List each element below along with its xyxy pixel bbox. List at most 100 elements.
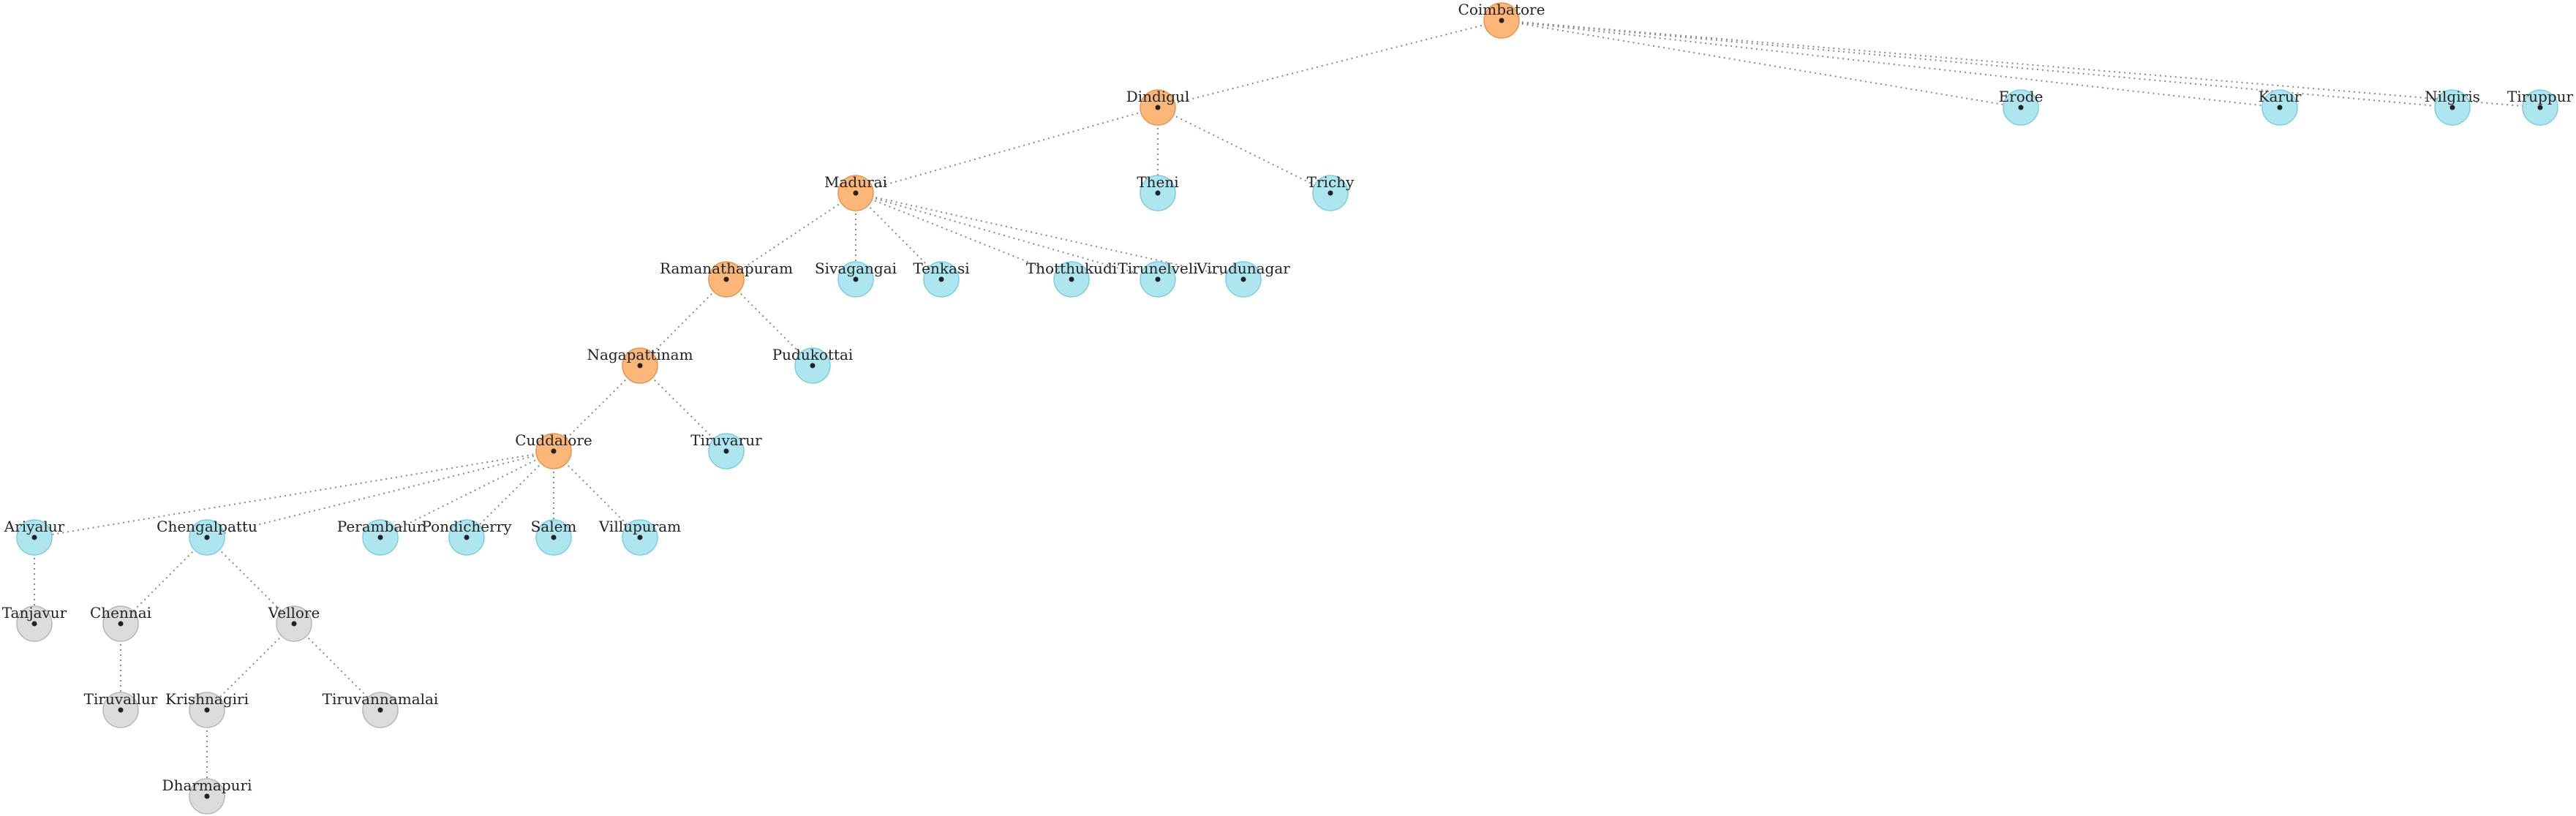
node-nilgiris: Nilgiris xyxy=(2425,88,2480,126)
edge-madurai-tirunelveli xyxy=(855,192,1159,280)
node-label-tiruvallur: Tiruvallur xyxy=(84,690,158,708)
node-tenkasi: Tenkasi xyxy=(913,260,970,298)
node-label-thotthukudi: Thotthukudi xyxy=(1026,260,1117,277)
node-dot-thotthukudi xyxy=(1069,276,1074,282)
node-tiruppur: Tiruppur xyxy=(2507,88,2574,126)
node-dindigul: Dindigul xyxy=(1126,88,1190,126)
node-label-nagapattinam: Nagapattinam xyxy=(587,346,693,363)
edge-dindigul-trichy xyxy=(1157,107,1331,194)
node-dot-sivagangai xyxy=(853,276,859,282)
node-tiruvarur: Tiruvarur xyxy=(690,431,762,469)
node-dot-tirunelveli xyxy=(1155,276,1161,282)
node-dot-chengalpattu xyxy=(204,534,210,540)
node-dot-coimbatore xyxy=(1499,18,1504,23)
node-label-pondicherry: Pondicherry xyxy=(421,518,512,535)
node-dot-pudukottai xyxy=(810,363,816,369)
node-label-tiruvarur: Tiruvarur xyxy=(690,431,762,449)
node-tiruvannamalai: Tiruvannamalai xyxy=(323,690,438,728)
node-dot-salem xyxy=(551,534,557,540)
node-dot-madurai xyxy=(853,190,859,196)
node-dot-theni xyxy=(1155,190,1161,196)
node-label-vellore: Vellore xyxy=(268,604,320,622)
node-chennai: Chennai xyxy=(90,604,151,642)
node-pudukottai: Pudukottai xyxy=(772,346,854,384)
edge-coimbatore-karur xyxy=(1501,20,2281,108)
node-trichy: Trichy xyxy=(1307,173,1355,211)
node-vellore: Vellore xyxy=(268,604,320,642)
node-dharmapuri: Dharmapuri xyxy=(162,777,252,815)
node-dot-vellore xyxy=(291,621,297,627)
edge-madurai-ramanathapuram xyxy=(726,192,856,280)
node-label-tirunelveli: Tirunelveli xyxy=(1118,260,1197,277)
edge-coimbatore-erode xyxy=(1501,20,2022,108)
node-dot-ariyalur xyxy=(31,534,37,540)
node-label-theni: Theni xyxy=(1137,173,1178,191)
node-dot-trichy xyxy=(1327,190,1333,196)
edge-dindigul-madurai xyxy=(855,107,1159,194)
node-perambalur: Perambalur xyxy=(337,518,424,556)
node-dot-tanjavur xyxy=(31,621,37,627)
node-tirunelveli: Tirunelveli xyxy=(1118,260,1198,298)
node-dot-karur xyxy=(2277,105,2283,110)
node-label-villupuram: Villupuram xyxy=(598,518,681,535)
node-label-karur: Karur xyxy=(2259,88,2302,105)
node-ariyalur: Ariyalur xyxy=(4,518,65,556)
node-label-salem: Salem xyxy=(531,518,577,535)
node-label-cuddalore: Cuddalore xyxy=(515,431,592,449)
node-label-chennai: Chennai xyxy=(90,604,151,622)
node-tiruvallur: Tiruvallur xyxy=(84,690,158,728)
node-label-tenkasi: Tenkasi xyxy=(913,260,969,277)
edges-layer xyxy=(34,20,2541,796)
node-label-nilgiris: Nilgiris xyxy=(2425,88,2480,105)
node-label-dindigul: Dindigul xyxy=(1126,88,1190,105)
node-label-ramanathapuram: Ramanathapuram xyxy=(660,260,793,277)
node-karur: Karur xyxy=(2259,88,2302,126)
node-dot-virudunagar xyxy=(1240,276,1246,282)
node-label-pudukottai: Pudukottai xyxy=(772,346,854,363)
edge-coimbatore-dindigul xyxy=(1157,20,1502,108)
node-label-tiruppur: Tiruppur xyxy=(2507,88,2574,105)
node-dot-tiruvarur xyxy=(723,448,729,454)
node-ramanathapuram: Ramanathapuram xyxy=(660,260,793,298)
node-dot-erode xyxy=(2018,105,2024,110)
node-dot-nilgiris xyxy=(2449,105,2455,110)
node-nagapattinam: Nagapattinam xyxy=(587,346,693,384)
node-dot-villupuram xyxy=(637,534,643,540)
node-dot-tiruvallur xyxy=(118,707,124,713)
node-label-sivagangai: Sivagangai xyxy=(815,260,897,277)
node-pondicherry: Pondicherry xyxy=(421,518,512,556)
node-dot-nagapattinam xyxy=(637,363,643,369)
node-dot-krishnagiri xyxy=(204,707,210,713)
node-label-ariyalur: Ariyalur xyxy=(4,518,65,535)
node-dot-tiruvannamalai xyxy=(377,707,383,713)
edge-cuddalore-ariyalur xyxy=(34,450,554,538)
node-dot-tenkasi xyxy=(938,276,944,282)
node-dot-dindigul xyxy=(1155,105,1161,110)
node-krishnagiri: Krishnagiri xyxy=(165,690,249,728)
node-chengalpattu: Chengalpattu xyxy=(157,518,257,556)
node-virudunagar: Virudunagar xyxy=(1196,260,1290,298)
node-label-erode: Erode xyxy=(1999,88,2044,105)
node-label-chengalpattu: Chengalpattu xyxy=(157,518,257,535)
node-theni: Theni xyxy=(1137,173,1179,211)
node-dot-cuddalore xyxy=(551,448,557,454)
edge-cuddalore-chengalpattu xyxy=(206,450,554,538)
edge-coimbatore-nilgiris xyxy=(1501,20,2453,108)
node-tanjavur: Tanjavur xyxy=(2,604,67,642)
node-dot-perambalur xyxy=(377,534,383,540)
node-label-krishnagiri: Krishnagiri xyxy=(165,690,249,708)
node-label-dharmapuri: Dharmapuri xyxy=(162,777,252,794)
node-dot-chennai xyxy=(118,621,124,627)
node-dot-tiruppur xyxy=(2537,105,2543,110)
node-label-perambalur: Perambalur xyxy=(337,518,424,535)
node-label-tanjavur: Tanjavur xyxy=(2,604,67,622)
node-salem: Salem xyxy=(531,518,577,556)
node-label-trichy: Trichy xyxy=(1307,173,1355,191)
node-cuddalore: Cuddalore xyxy=(515,431,592,469)
node-madurai: Madurai xyxy=(824,173,887,211)
node-coimbatore: Coimbatore xyxy=(1458,1,1545,39)
node-erode: Erode xyxy=(1999,88,2044,126)
node-dot-pondicherry xyxy=(464,534,470,540)
